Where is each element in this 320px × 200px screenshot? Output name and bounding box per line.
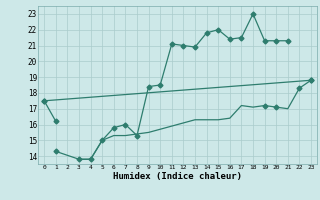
X-axis label: Humidex (Indice chaleur): Humidex (Indice chaleur) (113, 172, 242, 181)
